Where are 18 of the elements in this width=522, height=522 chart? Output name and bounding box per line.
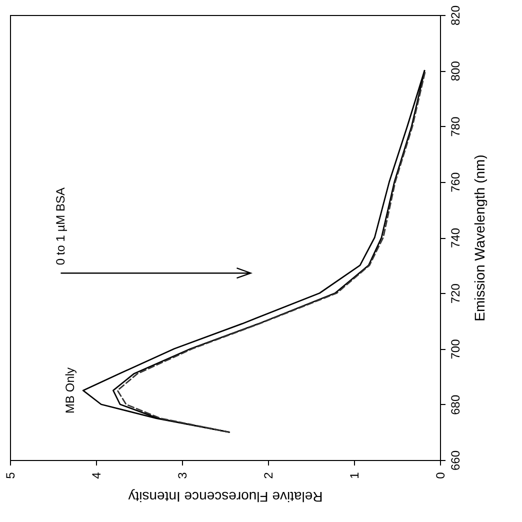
y-tick-label: 740 [448,228,462,248]
x-axis-title: Relative Fluorescence Intensity [128,488,323,505]
y-tick-label: 660 [448,450,462,471]
y-tick-label: 820 [448,5,462,26]
x-tick-label: 2 [262,472,276,479]
text: MB Only [63,367,78,414]
y-tick-label: 700 [448,338,462,360]
x-tick-label: 1 [348,472,362,479]
y-tick-label: 760 [448,172,462,192]
x-tick-label: 0 [434,472,448,479]
y-tick-label: 780 [448,116,462,137]
y-tick-label: 800 [448,60,462,82]
x-tick-label: 4 [90,472,104,479]
y-tick-label: 720 [448,283,462,304]
annotation: 0 to 1 µM BSA [54,187,68,266]
x-tick-label: 3 [176,472,190,479]
y-tick-label: 680 [448,394,462,415]
x-tick-label: 5 [4,472,18,479]
